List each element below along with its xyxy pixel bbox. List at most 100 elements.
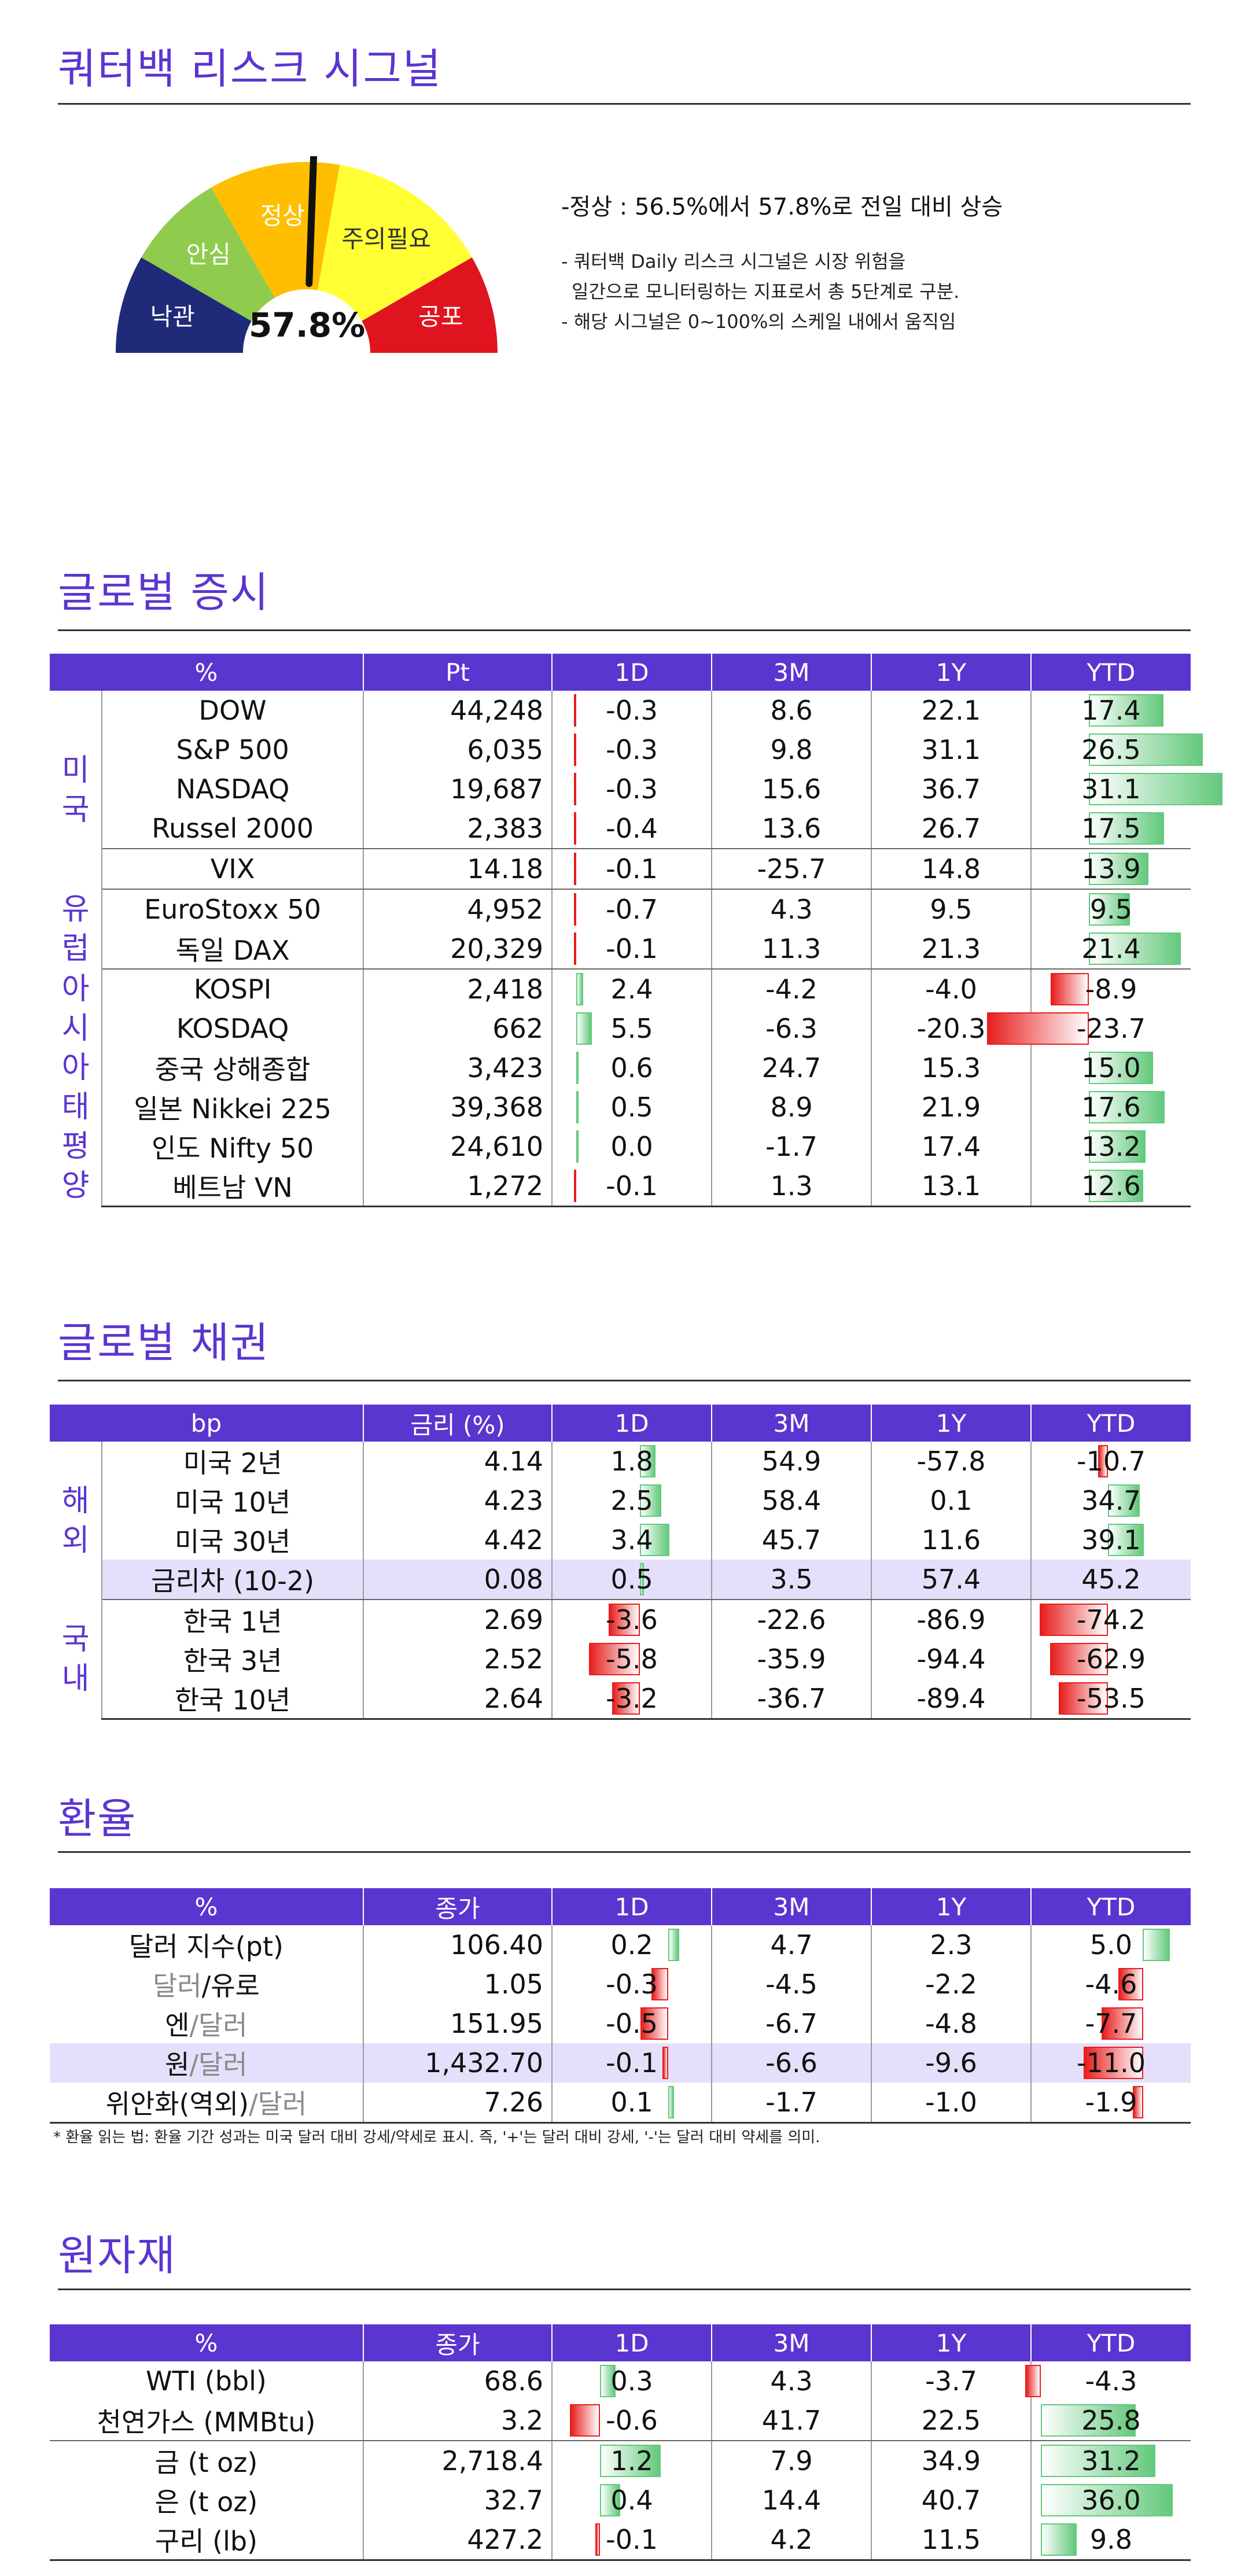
value-text: 4.42	[484, 1524, 544, 1556]
change-3m: -22.6	[712, 1600, 872, 1639]
value-text: 17.6	[1081, 1092, 1141, 1123]
table-row: S&P 500 6,035 -0.3 9.8 31.1 26.5	[50, 730, 1203, 769]
index-name: KOSPI	[102, 969, 364, 1009]
value-text: 13.1	[921, 1170, 981, 1202]
group-label: 유럽	[50, 889, 103, 969]
value-text: 68.6	[484, 2365, 544, 2397]
currency-name: 달러/유로	[50, 1965, 364, 2004]
table-row: 한국 3년 2.52 -5.8 -35.9 -94.4 -62.9	[50, 1639, 1191, 1679]
value-text: 26.5	[1081, 734, 1141, 765]
change-ytd: 34.7	[1031, 1481, 1191, 1520]
value-bar	[600, 2445, 661, 2477]
equity-table: % Pt 1D 3M 1Y YTD 미국 DOW 44,248 -0.3 8.6 22.1 17.4 S&…	[50, 654, 1222, 1207]
value-text: -3.6	[606, 1604, 658, 1635]
value-text: -20.3	[916, 1013, 986, 1044]
header-cell: YTD	[1030, 1888, 1191, 1925]
bond-yield: 4.23	[363, 1481, 553, 1520]
change-ytd: 31.1	[1031, 769, 1222, 809]
commodity-name: 금 (t oz)	[50, 2441, 364, 2481]
value-text: 금 (t oz)	[154, 2447, 258, 2478]
change-1d: -0.4	[552, 809, 713, 849]
value-text: 0.4	[610, 2485, 653, 2516]
value-text: -4.6	[1085, 1969, 1137, 2000]
change-ytd: 15.0	[1031, 1048, 1191, 1088]
value-bar	[608, 1604, 640, 1636]
change-3m: -35.9	[712, 1639, 872, 1679]
value-text: 13.2	[1081, 1131, 1141, 1162]
change-ytd: -62.9	[1031, 1639, 1191, 1679]
change-1y: -1.0	[871, 2083, 1032, 2124]
value-text: 39.1	[1081, 1524, 1141, 1556]
value-text: 14.4	[761, 2485, 822, 2516]
commodity-price: 32.7	[363, 2481, 553, 2520]
value-bar	[987, 1012, 1089, 1045]
gauge-segment-1	[141, 187, 275, 321]
change-3m: -6.3	[712, 1009, 872, 1048]
value-text: -0.3	[606, 695, 658, 726]
header-cell: 3M	[712, 2324, 872, 2361]
value-text: 41.7	[761, 2405, 822, 2436]
header-cell: 1D	[552, 654, 713, 691]
value-text: -53.5	[1076, 1683, 1146, 1714]
value-text: 17.4	[921, 1131, 981, 1162]
value-text: -0.1	[606, 1170, 658, 1202]
change-3m: 24.7	[712, 1048, 872, 1088]
gauge-needle	[305, 156, 318, 288]
value-text: 57.4	[921, 1564, 981, 1595]
table-row: 원/달러 1,432.70 -0.1 -6.6 -9.6 -11.0	[50, 2043, 1191, 2083]
value-text: -62.9	[1076, 1643, 1146, 1675]
value-text: 은 (t oz)	[154, 2486, 258, 2518]
value-text: 17.5	[1081, 813, 1141, 844]
change-1y: -86.9	[871, 1600, 1032, 1639]
change-1y: -4.0	[871, 969, 1032, 1009]
change-1y: -89.4	[871, 1679, 1032, 1720]
fx-level: 106.40	[363, 1925, 553, 1965]
value-text: 36.0	[1081, 2485, 1141, 2516]
gauge-label: 안심	[186, 240, 231, 268]
change-1d: -0.5	[552, 2004, 713, 2043]
change-1d: -0.3	[552, 691, 713, 730]
header-cell: Pt	[363, 654, 553, 691]
value-text: 3.2	[500, 2405, 544, 2436]
header-cell: 1Y	[871, 2324, 1032, 2361]
value-text: 34.9	[921, 2445, 981, 2477]
fx-title: 환율	[58, 1794, 137, 1843]
value-text: 중국 상해종합	[154, 1054, 311, 1085]
gauge-segment-4	[362, 257, 498, 353]
value-text: 25.8	[1081, 2405, 1141, 2436]
table-row: 해외 미국 2년 4.14 1.8 54.9 -57.8 -10.7	[50, 1442, 1191, 1600]
value-bar	[576, 973, 583, 1005]
group-label-text: 해외	[61, 1483, 90, 1558]
value-bar	[1088, 853, 1149, 885]
change-3m: -1.7	[712, 1127, 872, 1166]
value-text: -23.7	[1076, 1013, 1146, 1044]
change-1d: -0.3	[552, 1965, 713, 2004]
value-text: -74.2	[1076, 1604, 1146, 1635]
value-text: -4.8	[925, 2008, 977, 2039]
value-text: 15.0	[1081, 1052, 1141, 1084]
gauge-label: 정상	[260, 202, 305, 230]
value-text: -6.7	[765, 2008, 817, 2039]
change-1y: 21.3	[871, 929, 1032, 970]
change-ytd: -53.5	[1030, 1679, 1191, 1720]
index-level: 44,248	[363, 691, 553, 730]
gauge-segment-3	[318, 165, 472, 321]
value-text: 26.7	[921, 813, 981, 844]
value-text: 0.5	[610, 1564, 653, 1595]
change-1y: 36.7	[871, 769, 1032, 809]
commodity-price: 427.2	[363, 2520, 553, 2561]
value-text: 24,610	[450, 1131, 544, 1162]
section-divider	[58, 1380, 1191, 1381]
group-label: 해외	[50, 1442, 103, 1600]
value-text: 2,718.4	[441, 2445, 544, 2477]
value-text: 106.40	[450, 1929, 544, 1960]
value-text: 15.3	[921, 1052, 981, 1084]
table-row: NASDAQ 19,687 -0.3 15.6 36.7 31.1	[50, 769, 1222, 809]
value-text: -4.5	[765, 1969, 817, 2000]
change-1d: -0.1	[552, 929, 713, 970]
change-3m: 9.8	[712, 730, 872, 769]
header-cell: 1Y	[871, 654, 1032, 691]
table-row: 천연가스 (MMBtu) 3.2 -0.6 41.7 22.5 25.8	[50, 2401, 1191, 2441]
change-ytd: 36.0	[1031, 2481, 1191, 2520]
group-label-text: 국내	[61, 1622, 90, 1697]
